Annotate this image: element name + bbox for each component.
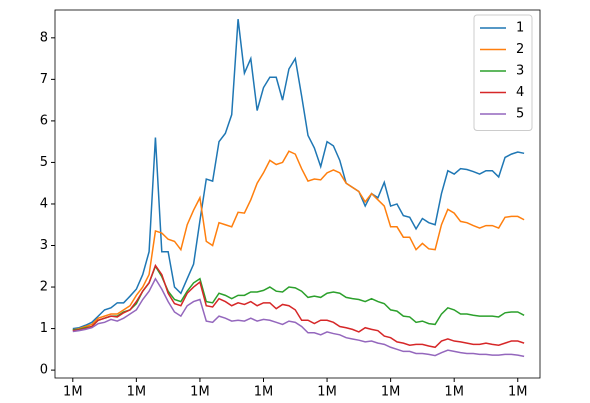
x-tick-label: 1M [63, 385, 83, 400]
y-tick-label: 1 [40, 321, 48, 336]
line-series [72, 19, 525, 330]
legend-label: 3 [516, 64, 524, 79]
x-tick-label: 1M [381, 385, 401, 400]
line-series [72, 277, 525, 358]
plot-frame [54, 9, 541, 379]
x-tick-label: 1M [254, 385, 274, 400]
x-tick-label: 1M [444, 385, 464, 400]
y-tick-label: 2 [40, 280, 48, 295]
x-tick-label: 1M [127, 385, 147, 400]
y-tick-label: 5 [40, 155, 48, 170]
x-tick-label: 1M [508, 385, 528, 400]
x-tick-label: 1M [317, 385, 337, 400]
legend-label: 1 [516, 21, 524, 36]
legend-label: 4 [516, 85, 524, 100]
legend-label: 5 [516, 107, 524, 122]
y-tick-label: 7 [40, 72, 48, 87]
legend-box [473, 14, 533, 131]
y-tick-label: 4 [40, 196, 48, 211]
x-tick-label: 1M [190, 385, 210, 400]
y-tick-label: 0 [40, 363, 48, 378]
legend-label: 2 [516, 42, 524, 57]
line-series [72, 150, 525, 331]
y-tick-label: 6 [40, 113, 48, 128]
line-series [72, 263, 525, 349]
y-tick-label: 8 [40, 30, 48, 45]
y-tick-label: 3 [40, 238, 48, 253]
